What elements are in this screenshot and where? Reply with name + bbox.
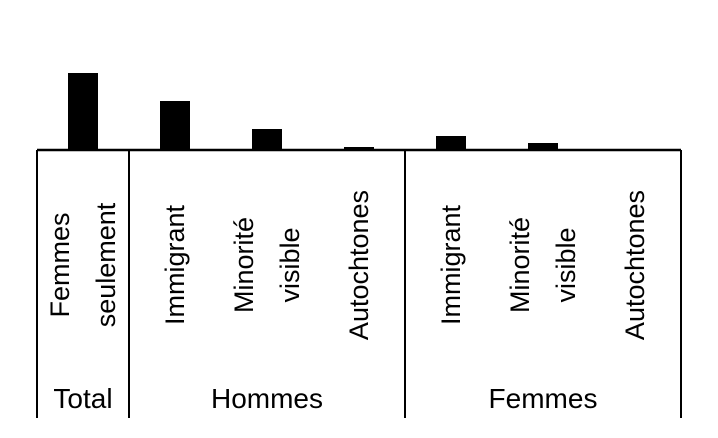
category-label-2: Minorité visible bbox=[229, 217, 305, 313]
category-label-0-line-1: seulement bbox=[91, 202, 121, 327]
category-label-0-line-0: Femmes bbox=[45, 212, 75, 317]
bar-4 bbox=[436, 136, 466, 150]
group-label-2: Femmes bbox=[489, 383, 598, 414]
category-label-5: Minorité visible bbox=[505, 217, 581, 313]
axis-layer bbox=[36, 148, 682, 418]
category-label-3-line-0: Autochtones bbox=[344, 190, 374, 340]
category-label-5-line-0: Minorité bbox=[505, 217, 535, 313]
category-label-1: Immigrant bbox=[160, 204, 190, 325]
category-labels-layer: Femmes seulement Immigrant Minorité visible A… bbox=[45, 190, 650, 340]
category-label-6-line-0: Autochtones bbox=[620, 190, 650, 340]
category-label-3: Autochtones bbox=[344, 190, 374, 340]
bar-5 bbox=[528, 143, 558, 150]
group-labels-layer: Total Hommes Femmes bbox=[53, 383, 597, 414]
category-label-2-line-1: visible bbox=[275, 227, 305, 302]
bar-2 bbox=[252, 129, 282, 150]
category-label-5-line-1: visible bbox=[551, 227, 581, 302]
category-label-0: Femmes seulement bbox=[45, 202, 121, 327]
bars-layer bbox=[68, 73, 650, 150]
category-label-6: Autochtones bbox=[620, 190, 650, 340]
category-label-4-line-0: Immigrant bbox=[436, 204, 466, 325]
bar-0 bbox=[68, 73, 98, 150]
category-label-2-line-0: Minorité bbox=[229, 217, 259, 313]
category-label-4: Immigrant bbox=[436, 204, 466, 325]
bar-1 bbox=[160, 101, 190, 150]
bar-3 bbox=[344, 147, 374, 150]
group-label-1: Hommes bbox=[211, 383, 323, 414]
group-label-0: Total bbox=[53, 383, 112, 414]
category-label-1-line-0: Immigrant bbox=[160, 204, 190, 325]
